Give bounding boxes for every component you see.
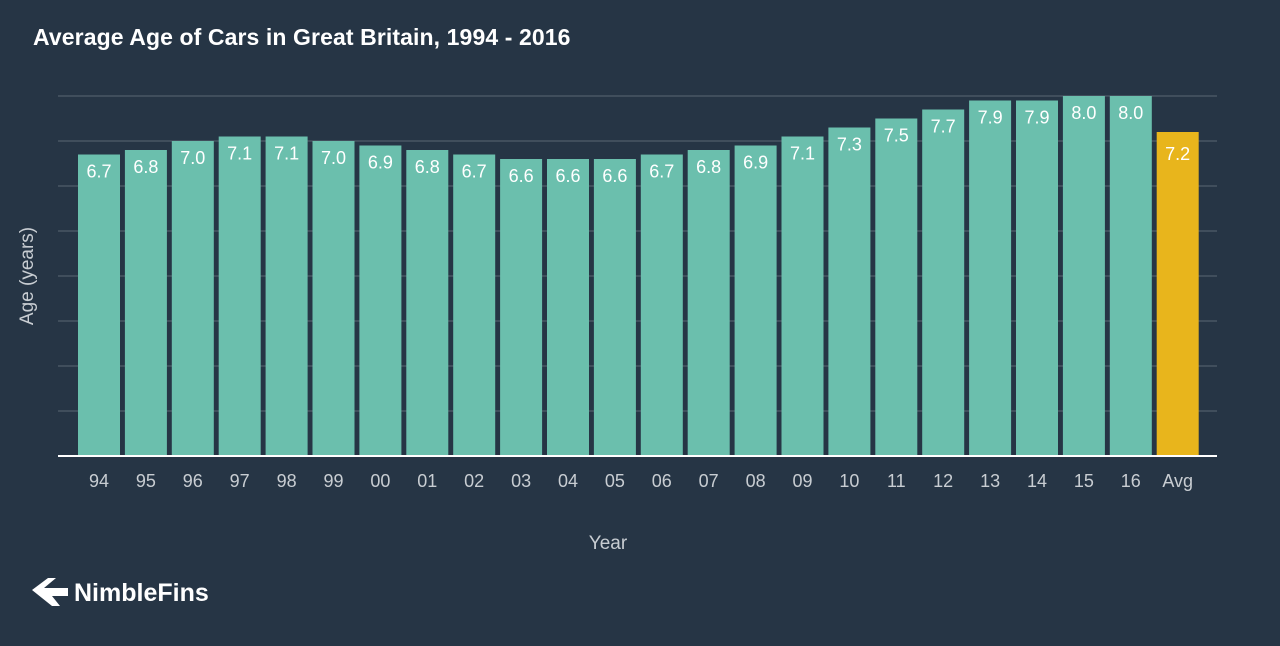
x-tick-label: 06 (652, 471, 672, 491)
brand-name: NimbleFins (74, 579, 209, 607)
bar (312, 141, 355, 456)
x-tick-label: 00 (370, 471, 390, 491)
x-tick-label: 04 (558, 471, 578, 491)
x-axis-label: Year (589, 533, 628, 554)
data-label: 7.9 (978, 108, 1003, 128)
bar (453, 154, 496, 456)
data-label: 6.8 (696, 157, 721, 177)
x-tick-label: 96 (183, 471, 203, 491)
data-label: 6.7 (649, 162, 674, 182)
bar (171, 141, 214, 456)
data-label: 7.0 (180, 148, 205, 168)
bar (969, 100, 1012, 456)
x-tick-label: Avg (1162, 471, 1193, 491)
data-label: 7.0 (321, 148, 346, 168)
bar (547, 159, 589, 456)
bar (1062, 96, 1105, 456)
data-label: 6.7 (86, 162, 111, 182)
bar (922, 109, 965, 456)
bar (265, 136, 308, 456)
data-label: 6.8 (415, 157, 440, 177)
data-label: 6.8 (133, 157, 158, 177)
bar (734, 145, 777, 456)
bar (1109, 96, 1152, 456)
x-tick-label: 03 (511, 471, 531, 491)
x-tick-label: 97 (230, 471, 250, 491)
data-label: 6.6 (509, 166, 534, 186)
bar (593, 159, 636, 456)
bar (1156, 132, 1199, 456)
data-label: 7.1 (790, 144, 815, 164)
bar (875, 118, 918, 456)
data-label: 7.2 (1165, 144, 1190, 164)
x-tick-label: 01 (417, 471, 437, 491)
x-tick-label: 14 (1027, 471, 1047, 491)
x-tick-label: 02 (464, 471, 484, 491)
data-label: 7.7 (931, 117, 956, 137)
data-label: 6.6 (555, 166, 580, 186)
bar (687, 150, 730, 456)
x-tick-label: 13 (980, 471, 1000, 491)
data-label: 6.9 (368, 153, 393, 173)
data-label: 7.5 (884, 126, 909, 146)
chart-title: Average Age of Cars in Great Britain, 19… (33, 24, 571, 50)
bar (406, 150, 449, 456)
data-label: 7.1 (227, 144, 252, 164)
x-tick-label: 95 (136, 471, 156, 491)
data-label: 7.3 (837, 135, 862, 155)
bar (500, 159, 543, 456)
bar (124, 150, 167, 456)
bar (640, 154, 683, 456)
x-tick-label: 99 (323, 471, 343, 491)
bar (1016, 100, 1058, 456)
data-label: 8.0 (1071, 103, 1096, 123)
data-label: 6.6 (602, 166, 627, 186)
x-tick-label: 15 (1074, 471, 1094, 491)
x-tick-label: 05 (605, 471, 625, 491)
x-tick-label: 94 (89, 471, 109, 491)
bar (828, 127, 871, 456)
bar (781, 136, 824, 456)
data-label: 7.9 (1024, 108, 1049, 128)
data-label: 7.1 (274, 144, 299, 164)
x-tick-label: 12 (933, 471, 953, 491)
x-tick-label: 07 (699, 471, 719, 491)
x-tick-label: 16 (1121, 471, 1141, 491)
data-label: 6.7 (462, 162, 487, 182)
x-tick-label: 98 (277, 471, 297, 491)
data-label: 8.0 (1118, 103, 1143, 123)
nimblefins-arrow-icon (32, 578, 68, 606)
x-tick-label: 09 (792, 471, 812, 491)
x-tick-label: 08 (746, 471, 766, 491)
y-axis-label: Age (years) (17, 227, 38, 325)
bar (359, 145, 402, 456)
x-tick-label: 11 (887, 471, 906, 491)
x-tick-label: 10 (839, 471, 859, 491)
data-label: 6.9 (743, 153, 768, 173)
bar (218, 136, 261, 456)
bar (78, 154, 120, 456)
